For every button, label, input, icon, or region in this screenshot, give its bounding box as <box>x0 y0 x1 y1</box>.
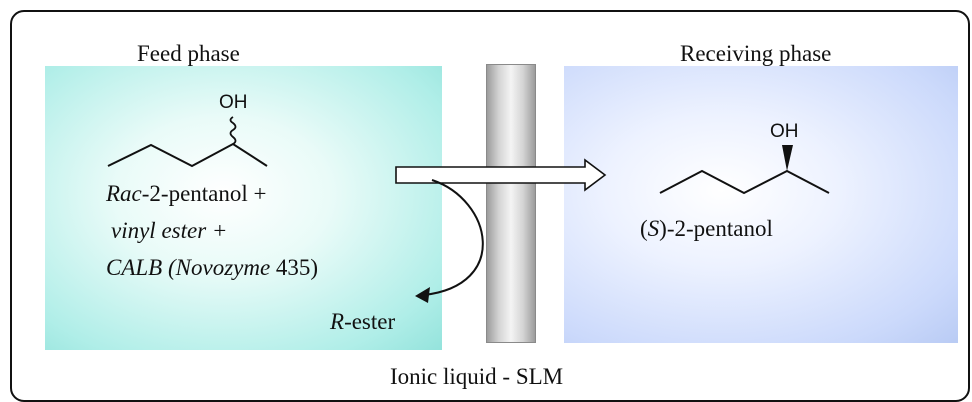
s-pentanol-hydroxyl: OH <box>770 121 799 142</box>
s-pentanol-label: (S)-2-pentanol <box>640 217 773 240</box>
s-open-paren: ( <box>640 216 648 241</box>
rac-pentanol-wavy-bond <box>229 116 237 145</box>
s-pentanol-text: )-2-pentanol <box>659 216 773 241</box>
reagent-line-vinyl-ester: vinyl ester + <box>111 219 227 242</box>
ester-arrow-head <box>415 287 430 303</box>
ester-text: -ester <box>344 309 396 334</box>
r-ester-label: R-ester <box>330 310 395 333</box>
rac-pentanol-skeleton <box>107 142 268 168</box>
feed-phase-box <box>45 66 442 350</box>
r-prefix: R <box>330 309 345 334</box>
s-prefix: S <box>647 216 660 241</box>
ester-formation-arrow <box>423 179 484 296</box>
s-pentanol-skeleton <box>659 169 830 195</box>
reagent-line-calb: CALB (Novozyme 435) <box>106 256 318 279</box>
receiving-phase-box <box>564 66 958 343</box>
vinyl-ester-text: vinyl ester + <box>111 218 228 243</box>
rac-pentanol-text: -2-pentanol + <box>141 181 267 206</box>
membrane-label: Ionic liquid - SLM <box>390 364 564 389</box>
s-pentanol-wedge-bond <box>782 145 793 171</box>
receiving-phase-title: Receiving phase <box>680 41 832 66</box>
feed-phase-title: Feed phase <box>137 41 240 66</box>
transfer-arrow <box>395 158 607 192</box>
reagent-line-rac-pentanol: Rac-2-pentanol + <box>106 182 267 205</box>
calb-text: CALB (Novozyme <box>106 255 271 280</box>
ionic-liquid-membrane <box>486 64 536 343</box>
rac-prefix: Rac <box>106 181 142 206</box>
rac-pentanol-hydroxyl: OH <box>219 92 248 113</box>
novozyme-number: 435) <box>275 255 319 280</box>
